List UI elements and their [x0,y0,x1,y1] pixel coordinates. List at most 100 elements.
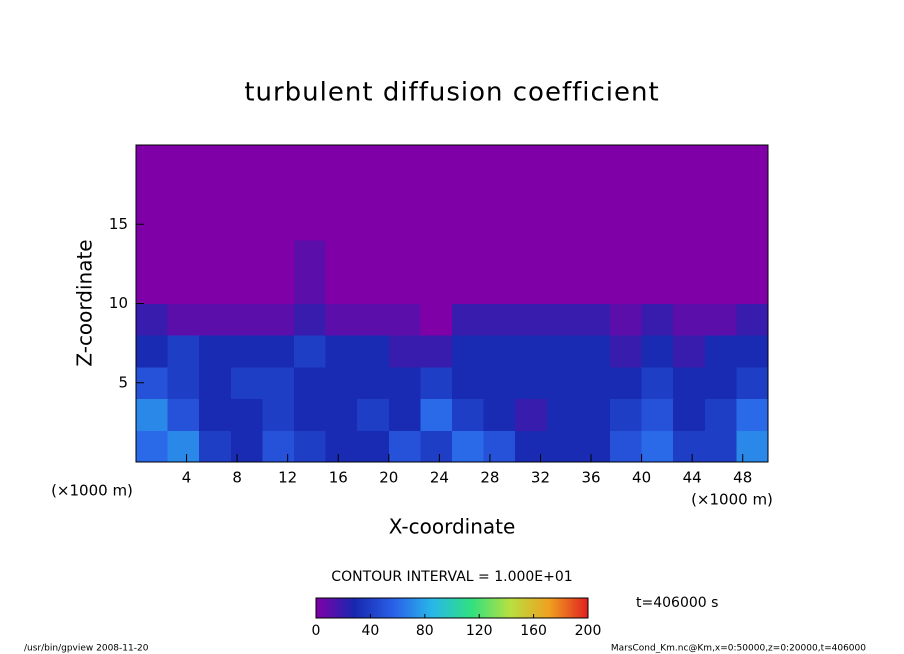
field-cell [673,208,706,241]
field-cell [325,398,358,431]
x-tick-label: 16 [329,469,348,487]
field-cell [262,335,295,368]
field-cell [736,208,769,241]
field-cell [610,430,643,463]
field-cell [546,176,579,209]
field-cell [325,366,358,400]
field-cell [610,176,643,209]
field-cell [262,271,295,304]
field-cell [230,145,263,178]
field-cell [262,208,295,241]
field-cell [199,303,232,336]
field-cell [136,271,169,304]
field-cell [515,335,548,368]
field-cell [515,271,548,304]
field-cell [388,271,421,304]
field-cell [641,366,674,400]
field-cell [610,208,643,241]
field-cell [357,176,390,209]
field-cell [357,335,390,368]
field-cell [199,430,232,463]
field-cell [199,145,232,178]
field-cell [515,303,548,336]
field-cell [452,271,485,304]
field-cell [136,398,169,431]
field-cell [294,303,327,336]
field-cell [388,240,421,273]
field-cell [420,303,453,336]
field-cell [578,271,611,304]
field-cell [262,240,295,273]
y-axis-label: Z-coordinate [73,239,97,366]
x-tick-label: 44 [683,469,702,487]
field-cell [673,176,706,209]
x-tick-label: 24 [430,469,449,487]
field-cell [704,208,737,241]
field-cell [610,303,643,336]
field-cell [515,145,548,178]
y-unit-label: (×1000 m) [51,482,133,500]
field-cell [167,208,200,241]
field-cell [262,176,295,209]
field-cell [578,208,611,241]
field-cell [673,398,706,431]
field-cell [610,240,643,273]
field-cell [199,240,232,273]
field-cell [641,303,674,336]
field-cell [515,240,548,273]
field-cell [452,176,485,209]
x-tick-label: 28 [480,469,499,487]
field-cell [294,240,327,273]
field-cell [736,176,769,209]
field-cell [452,145,485,178]
field-cell [483,271,516,304]
field-cell [673,271,706,304]
x-tick-label: 36 [581,469,600,487]
field-cell [452,208,485,241]
field-cell [420,430,453,463]
field-cell [136,303,169,336]
field-cell [136,430,169,463]
field-cell [388,208,421,241]
x-tick-label: 40 [632,469,651,487]
field-cell [610,145,643,178]
field-cell [136,145,169,178]
field-cell [704,335,737,368]
field-cell [136,240,169,273]
field-cell [357,208,390,241]
field-cell [262,303,295,336]
field-cell [325,430,358,463]
field-cell [167,366,200,400]
field-cell [673,335,706,368]
x-axis-label: X-coordinate [389,515,516,539]
field-cell [388,303,421,336]
field-cell [704,398,737,431]
field-cell [420,271,453,304]
field-cell [483,240,516,273]
field-cell [673,145,706,178]
field-cell [357,145,390,178]
field-cell [388,366,421,400]
field-cell [294,335,327,368]
footer-right: MarsCond_Km.nc@Km,x=0:50000,z=0:20000,t=… [611,644,866,654]
field-cell [388,335,421,368]
field-cell [230,240,263,273]
field-cell [452,335,485,368]
field-cell [483,398,516,431]
field-cell [452,398,485,431]
field-cell [641,398,674,431]
field-cell [546,366,579,400]
field-cell [230,271,263,304]
contour-interval: CONTOUR INTERVAL = 1.000E+01 [331,569,572,585]
field-cell [610,335,643,368]
field-cell [546,303,579,336]
field-cell [262,366,295,400]
field-cell [199,335,232,368]
field-cell [167,145,200,178]
field-cell [167,398,200,431]
field-cell [452,303,485,336]
field-cell [641,176,674,209]
field-cell [199,208,232,241]
field-cell [546,145,579,178]
field-cell [294,430,327,463]
